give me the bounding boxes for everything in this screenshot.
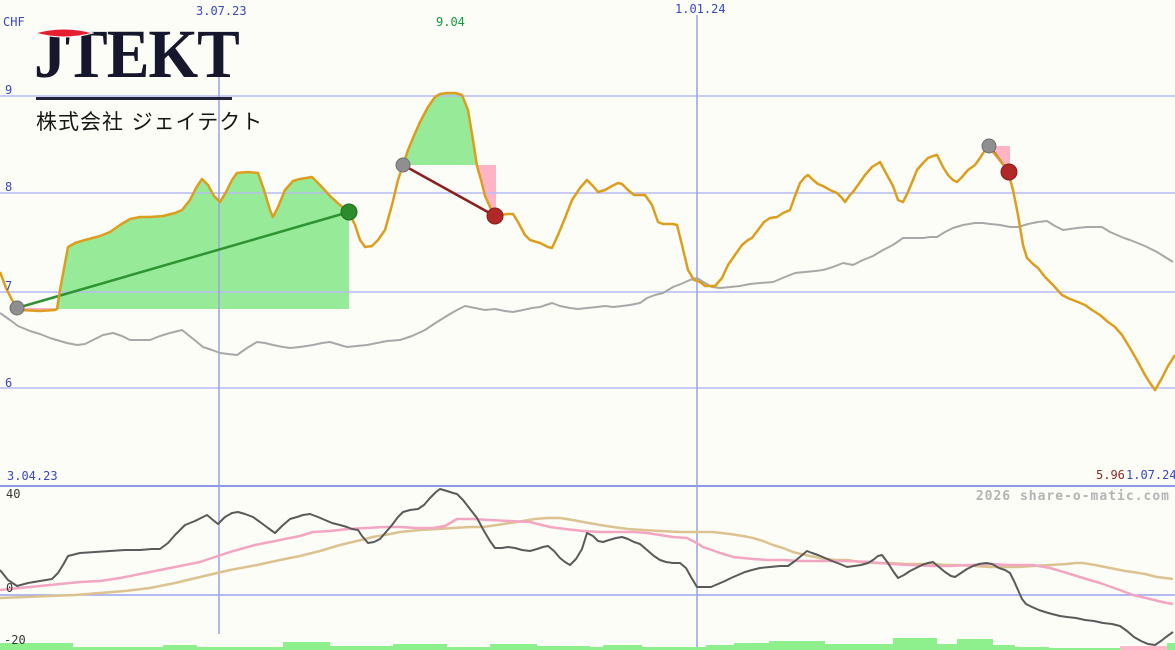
y-tick-price-6: 6: [5, 376, 13, 390]
peak-price-label: 9.04: [436, 15, 465, 29]
y-tick-price-9: 9: [5, 83, 13, 97]
series-benchmark: [0, 220, 1174, 356]
jtekt-logo-underline: [36, 97, 232, 100]
series-indicator-fast-black: [0, 488, 1174, 646]
histogram-bar: [603, 645, 642, 650]
y-tick-indicator-40: 40: [6, 487, 21, 501]
histogram-bar: [0, 643, 73, 650]
sell-marker-3: [1000, 163, 1018, 181]
sell-marker-2: [486, 207, 504, 225]
histogram-bar: [957, 639, 993, 650]
histogram-bar: [1167, 643, 1175, 650]
y-tick-indicator-neg20: -20: [4, 633, 26, 647]
buy-marker-3: [981, 138, 997, 154]
histogram-bar: [706, 645, 734, 650]
y-tick-price-8: 8: [5, 180, 13, 194]
histogram-bar: [1015, 647, 1049, 650]
histogram-bar: [330, 646, 393, 650]
histogram-bar: [393, 644, 447, 650]
trade-fill-loss-4: [477, 165, 496, 216]
trade-trendline-2: [402, 163, 496, 218]
x-tick-bottom-left-date: 3.04.23: [7, 469, 58, 483]
histogram-bar: [993, 645, 1015, 650]
histogram-bar: [893, 638, 937, 650]
histogram-bar: [490, 644, 537, 650]
buy-marker-2: [395, 157, 411, 173]
histogram-bar: [825, 644, 893, 650]
sell-marker-1: [340, 203, 358, 221]
x-tick-top-date-1: 3.07.23: [196, 4, 247, 18]
x-tick-top-date-2: 1.01.24: [675, 2, 726, 16]
y-tick-indicator-0: 0: [6, 581, 14, 595]
histogram-bar: [734, 643, 769, 650]
y-tick-price-7: 7: [5, 279, 13, 293]
histogram-bar: [769, 641, 825, 650]
histogram-bar: [1049, 648, 1120, 650]
histogram-bar: [1120, 646, 1167, 650]
histogram-bar: [73, 647, 163, 650]
last-price-label: 5.96: [1096, 468, 1125, 482]
trade-fill-gain-3: [403, 93, 477, 165]
currency-label: CHF: [3, 15, 25, 29]
histogram-bar: [537, 646, 590, 650]
histogram-bar: [937, 644, 957, 650]
trade-trendline-1: [16, 210, 350, 310]
histogram-bar: [590, 647, 603, 650]
histogram-bar: [642, 647, 706, 650]
jtekt-logo: JTEKT 株式会社 ジェイテクト: [34, 19, 264, 136]
jtekt-logo-subtitle: 株式会社 ジェイテクト: [36, 110, 264, 134]
histogram-bar: [447, 647, 490, 650]
x-tick-bottom-right-date: 1.07.24: [1126, 468, 1175, 482]
histogram-bar: [163, 645, 197, 650]
series-price: [0, 91, 1175, 392]
series-indicator-signal-pink: [0, 517, 1174, 606]
histogram-bar: [283, 642, 330, 650]
buy-marker-1: [9, 300, 25, 316]
jtekt-red-lens-icon: [34, 28, 94, 38]
histogram-bar: [197, 647, 283, 650]
watermark-text: 2026 share-o-matic.com: [975, 489, 1170, 504]
